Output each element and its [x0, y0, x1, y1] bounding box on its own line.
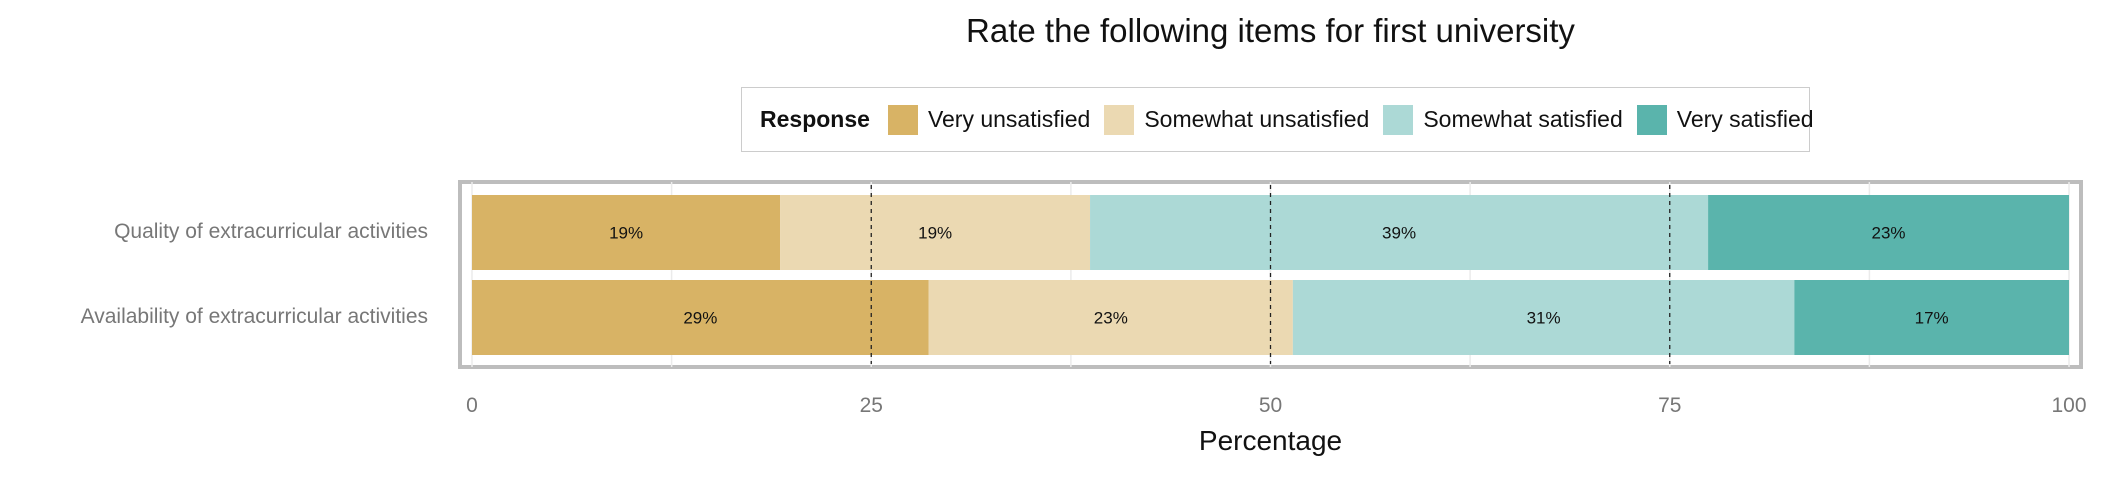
data-label: 23%: [1872, 224, 1906, 243]
data-label: 29%: [683, 309, 717, 328]
data-label: 19%: [609, 224, 643, 243]
legend-item: Somewhat satisfied: [1383, 104, 1623, 135]
bar-segment-very-satisfied: [1708, 195, 2069, 270]
bar-segment-somewhat-satisfied: [1090, 195, 1709, 270]
x-tick-label: 25: [859, 394, 883, 417]
data-label: 39%: [1382, 224, 1416, 243]
legend-item: Very satisfied: [1636, 104, 1814, 135]
x-axis-title: Percentage: [1198, 425, 1343, 456]
bar-segment-very-satisfied: [1794, 280, 2069, 355]
legend-label: Very satisfied: [1676, 106, 1814, 132]
x-tick-label: 75: [1658, 394, 1682, 417]
bar-segment-very-unsatisfied: [472, 280, 929, 355]
data-label: 23%: [1094, 309, 1128, 328]
x-tick-label: 50: [1258, 394, 1283, 417]
legend-swatch: [1636, 104, 1667, 135]
legend: Response Very unsatisfied Somewhat unsati…: [741, 87, 1814, 152]
legend-swatch: [887, 104, 918, 135]
bar-segment-somewhat-satisfied: [1292, 280, 1795, 355]
data-label: 31%: [1527, 309, 1561, 328]
legend-label: Very unsatisfied: [927, 106, 1091, 132]
legend-label: Somewhat unsatisfied: [1144, 106, 1370, 132]
bar-segment-somewhat-unsatisfied: [780, 195, 1091, 270]
category-label: Quality of extracurricular activities: [114, 219, 428, 243]
legend-label: Somewhat satisfied: [1423, 106, 1623, 132]
x-tick-label: 100: [2051, 394, 2087, 417]
category-label: Availability of extracurricular activiti…: [80, 304, 428, 328]
bar-segment-very-unsatisfied: [472, 195, 781, 270]
legend-swatch: [1104, 104, 1135, 135]
legend-item: Very unsatisfied: [887, 104, 1091, 135]
legend-title: Response: [760, 106, 870, 132]
bar-segment-somewhat-unsatisfied: [928, 280, 1293, 355]
chart-title: Rate the following items for first unive…: [966, 12, 1575, 49]
data-label: 17%: [1915, 309, 1949, 328]
legend-item: Somewhat unsatisfied: [1104, 104, 1370, 135]
x-tick-label: 0: [466, 394, 478, 417]
data-label: 19%: [918, 224, 952, 243]
legend-swatch: [1383, 104, 1414, 135]
